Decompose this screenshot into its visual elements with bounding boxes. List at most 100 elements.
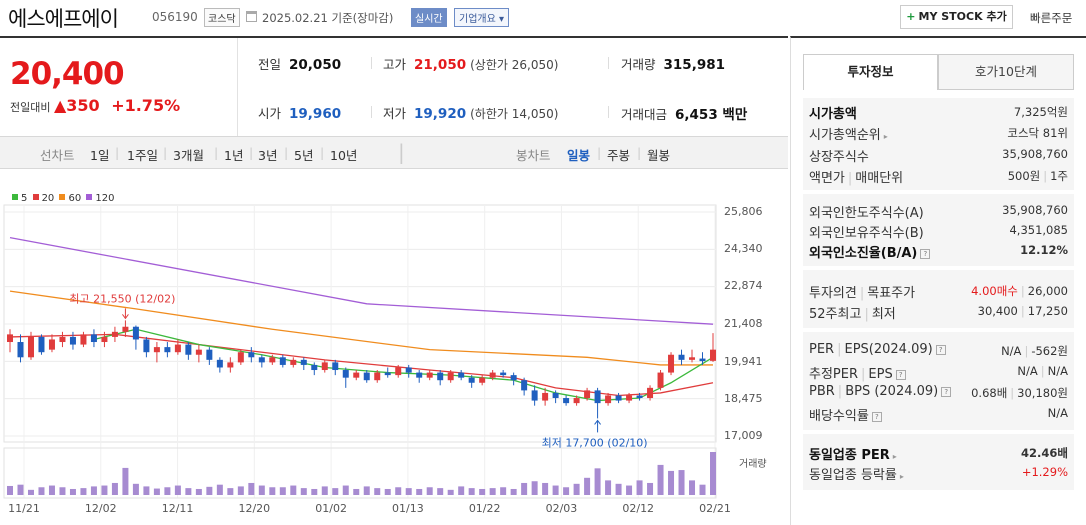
- candle-body: [17, 342, 24, 358]
- realtime-button[interactable]: 실시간: [411, 8, 447, 27]
- help-icon[interactable]: ?: [941, 387, 952, 397]
- pbr-label: PBR: [809, 384, 835, 399]
- industry-rate-value: +1.29%: [1021, 465, 1068, 479]
- period-10y[interactable]: 10년: [330, 148, 358, 163]
- market-cap-rank-value: 코스닥 81위: [1007, 126, 1068, 140]
- volume-bar: [332, 488, 339, 495]
- y-tick-label: 17,009: [724, 429, 763, 442]
- help-icon[interactable]: ?: [871, 412, 882, 422]
- industry-per-label[interactable]: 동일업종 PER: [809, 448, 890, 463]
- my-stock-add-button[interactable]: + MY STOCK 추가: [900, 5, 1013, 29]
- info-block-valuation: PER | EPS(2024.09)? N/A | -562원 추정PER | EPS? N/A…: [803, 332, 1074, 430]
- per-value: N/A: [1001, 344, 1022, 358]
- info-block-market-cap: 시가총액 7,325억원 시가총액순위 ▸ 코스닥 81위 상장주식수 35,908,7…: [803, 98, 1074, 190]
- divider: |: [837, 342, 842, 357]
- candle-body: [657, 372, 664, 388]
- volume-bar: [678, 470, 685, 495]
- help-icon[interactable]: ?: [935, 345, 946, 355]
- foreign-ratio-value: 12.12%: [1020, 243, 1068, 257]
- forward-per-label: 추정PER: [809, 367, 859, 382]
- foreign-hold-row: 외국인보유주식수(B) 4,351,085: [809, 222, 1068, 241]
- high-value: 21,050: [414, 57, 467, 73]
- volume-bar: [489, 488, 496, 495]
- line-chart-label[interactable]: 선차트: [40, 148, 75, 163]
- candle-body: [80, 334, 87, 345]
- par-value: 500원: [1007, 169, 1041, 183]
- divider: |: [284, 145, 289, 160]
- y-tick-label: 25,806: [724, 205, 763, 218]
- divider: [371, 106, 372, 118]
- ma-line-60: [9, 290, 713, 366]
- invest-tabs: 투자정보 호가10단계: [803, 54, 1074, 90]
- pbr-value: 0.68배: [971, 386, 1008, 400]
- candle-body: [111, 331, 118, 337]
- divider: |: [597, 145, 602, 160]
- volume-bar: [647, 482, 654, 495]
- change-percent: +1.75%: [111, 96, 181, 115]
- legend-label: 5: [21, 193, 28, 204]
- price-chart[interactable]: 11/21 12/02 12/11 12/20 01/02 01/13 01/22 02/03…: [0, 0, 790, 525]
- volume-bar: [468, 488, 475, 495]
- high-annotation: 최고 21,550 (12/02): [69, 292, 175, 305]
- y-tick-label: 19,941: [724, 355, 763, 368]
- period-3y[interactable]: 3년: [258, 148, 278, 163]
- candle-weekly[interactable]: 주봉: [607, 148, 631, 163]
- lot-label: 매매단위: [855, 171, 904, 186]
- candle-monthly[interactable]: 월봉: [647, 148, 671, 163]
- volume-bar: [437, 488, 444, 495]
- shares-row: 상장주식수 35,908,760: [809, 146, 1068, 165]
- divider: |: [115, 145, 120, 160]
- legend-swatch: [86, 194, 93, 200]
- tab-orderbook-10[interactable]: 호가10단계: [938, 54, 1074, 90]
- week52-low-value: 17,250: [1027, 304, 1068, 318]
- candle-body: [321, 362, 328, 371]
- candle-body: [227, 362, 234, 368]
- volume-bar: [395, 487, 402, 495]
- period-1d[interactable]: 1일: [90, 148, 110, 163]
- divider: |: [859, 286, 865, 301]
- per-label: PER: [809, 342, 835, 357]
- volume-bar: [374, 488, 381, 495]
- volume-bar: [185, 488, 192, 495]
- volume-bar: [311, 488, 318, 495]
- candle-daily[interactable]: 일봉: [567, 148, 591, 163]
- foreign-limit-value: 35,908,760: [1002, 203, 1068, 217]
- tab-invest-info[interactable]: 투자정보: [803, 54, 938, 90]
- foreign-hold-value: 4,351,085: [1009, 223, 1068, 237]
- period-5y[interactable]: 5년: [294, 148, 314, 163]
- divider: |: [163, 145, 168, 160]
- volume-bar: [699, 484, 706, 495]
- market-cap-rank-label[interactable]: 시가총액순위: [809, 128, 881, 143]
- period-1y[interactable]: 1년: [224, 148, 244, 163]
- candle-body: [332, 362, 339, 371]
- candle-body: [59, 336, 66, 343]
- divider: [371, 57, 372, 69]
- ma-line-20: [9, 333, 714, 397]
- volume-bar: [500, 487, 507, 495]
- industry-rate-label[interactable]: 동일업종 등락률: [809, 468, 897, 483]
- volume-bar: [80, 488, 87, 495]
- company-overview-dropdown[interactable]: 기업개요 ▾: [454, 8, 509, 27]
- volume-bar: [447, 489, 454, 495]
- divider: |: [1020, 284, 1025, 298]
- period-3m[interactable]: 3개월: [173, 148, 204, 163]
- volume-bar: [594, 468, 601, 495]
- pbr-bps-value: 0.68배 | 30,180원: [971, 385, 1068, 401]
- dividend-row: 배당수익률? N/A: [809, 405, 1068, 424]
- help-icon[interactable]: ?: [895, 370, 906, 380]
- help-icon[interactable]: ?: [920, 249, 931, 259]
- quick-order-link[interactable]: 빠른주문: [1030, 11, 1073, 25]
- candle-body: [552, 392, 559, 399]
- candle-body: [594, 390, 601, 404]
- candle-body: [143, 339, 150, 353]
- period-1w[interactable]: 1주일: [127, 148, 158, 163]
- x-tick-label: 01/02: [315, 502, 347, 515]
- foreign-limit-row: 외국인한도주식수(A) 35,908,760: [809, 202, 1068, 221]
- volume-bar: [510, 488, 517, 495]
- divider: |: [1010, 386, 1015, 400]
- volume-bar: [17, 484, 24, 495]
- candle-body: [584, 390, 591, 399]
- candle-chart-label[interactable]: 봉차트: [516, 148, 551, 163]
- candle-body: [563, 398, 570, 404]
- market-badge: 코스닥: [204, 8, 240, 27]
